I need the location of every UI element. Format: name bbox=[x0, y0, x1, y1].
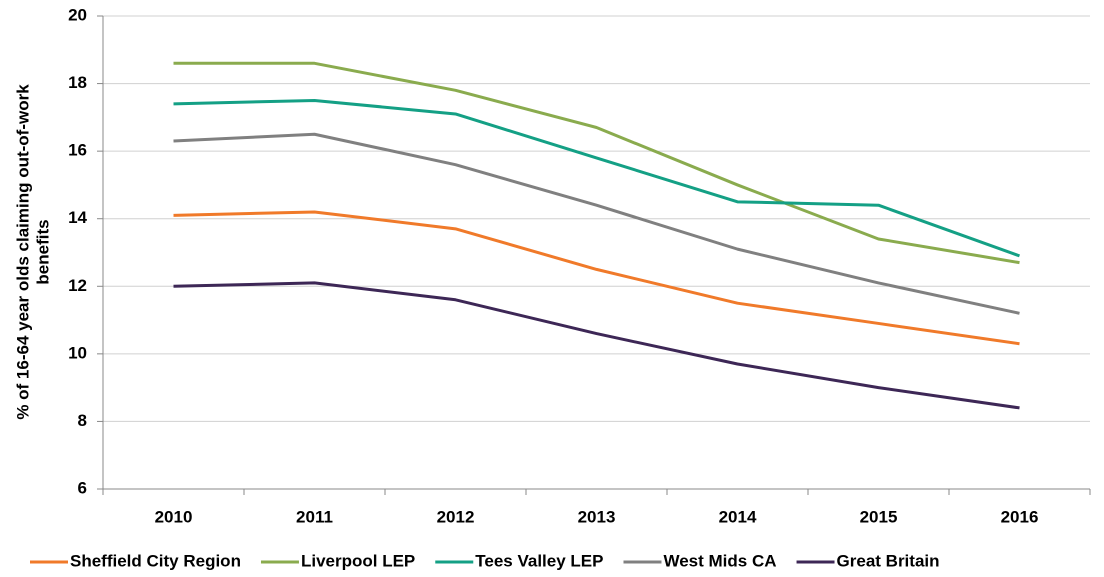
x-tick-label: 2016 bbox=[1001, 507, 1039, 526]
y-tick-label: 20 bbox=[68, 5, 87, 24]
y-tick-label: 12 bbox=[68, 276, 87, 295]
x-tick-label: 2012 bbox=[437, 507, 475, 526]
line-series bbox=[173, 98, 1021, 258]
y-tick-label: 8 bbox=[78, 411, 87, 430]
x-tick-label: 2015 bbox=[860, 507, 898, 526]
y-tick-label: 18 bbox=[68, 73, 87, 92]
x-tick-label: 2010 bbox=[155, 507, 193, 526]
y-axis-label: benefits bbox=[33, 219, 52, 284]
x-tick-label: 2013 bbox=[578, 507, 616, 526]
x-tick-label: 2014 bbox=[719, 507, 757, 526]
line-series bbox=[173, 210, 1020, 346]
legend-label: Sheffield City Region bbox=[70, 551, 241, 570]
line-series bbox=[173, 61, 1020, 265]
y-tick-label: 10 bbox=[68, 343, 87, 362]
line-series bbox=[173, 281, 1020, 410]
y-tick-label: 14 bbox=[68, 208, 87, 227]
legend-label: West Mids CA bbox=[663, 551, 776, 570]
legend-label: Tees Valley LEP bbox=[475, 551, 603, 570]
y-tick-label: 16 bbox=[68, 141, 87, 160]
x-tick-label: 2011 bbox=[296, 507, 333, 526]
legend-label: Liverpool LEP bbox=[301, 551, 415, 570]
legend-label: Great Britain bbox=[837, 551, 940, 570]
line-series bbox=[173, 132, 1020, 315]
y-tick-label: 6 bbox=[78, 478, 87, 497]
y-axis-label: % of 16-64 year olds claiming out-of-wor… bbox=[13, 84, 32, 420]
